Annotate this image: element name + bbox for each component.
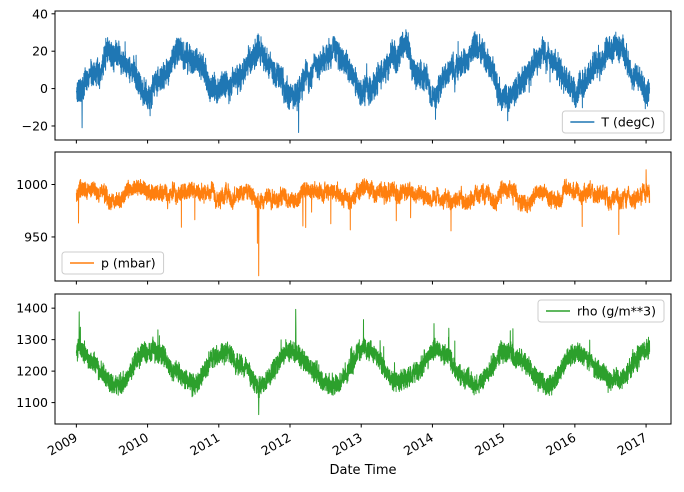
series-line [75,169,651,277]
x-tick-label: 2014 [401,430,436,459]
y-tick-label: 950 [24,229,48,244]
axes-frame [54,293,672,425]
subplot-pressure: 950 1000 p (mbar) [16,151,672,285]
legend-box [61,251,165,275]
y-tick-label: 1200 [16,364,48,379]
legend-box [561,110,665,134]
x-axis-label: Date Time [329,463,397,478]
y-tick-label: −20 [22,118,48,133]
y-tick-label: 1300 [16,332,48,347]
y-tick-label: 1000 [16,177,48,192]
y-tick-label: 0 [40,81,48,96]
x-tick-label: 2015 [472,430,507,459]
subplot-temperature: −20 0 20 40 T (degC) [22,6,672,144]
y-tick-label: 1400 [16,301,48,316]
x-tick-label: 2012 [258,430,293,459]
legend-box [537,299,665,323]
y-tick-label: 20 [32,44,48,59]
x-tick-label: 2011 [187,430,222,459]
x-tick-label: 2017 [615,430,650,459]
y-tick-label: 1100 [16,395,48,410]
series-line [75,29,651,133]
legend-label: T (degC) [600,115,655,130]
x-tick-label: 2010 [116,430,151,459]
y-tick-label: 40 [32,6,48,21]
legend-label: rho (g/m**3) [577,304,656,319]
axes-frame [54,10,672,141]
x-tick-label: 2009 [45,430,80,459]
x-tick-label: 2016 [543,430,578,459]
series-line [75,308,651,416]
axes-frame [54,151,672,282]
x-tick-label: 2013 [330,430,365,459]
subplot-density: 1100 1200 1300 1400 rho (g/m**3) [16,293,672,428]
legend-label: p (mbar) [101,256,156,271]
